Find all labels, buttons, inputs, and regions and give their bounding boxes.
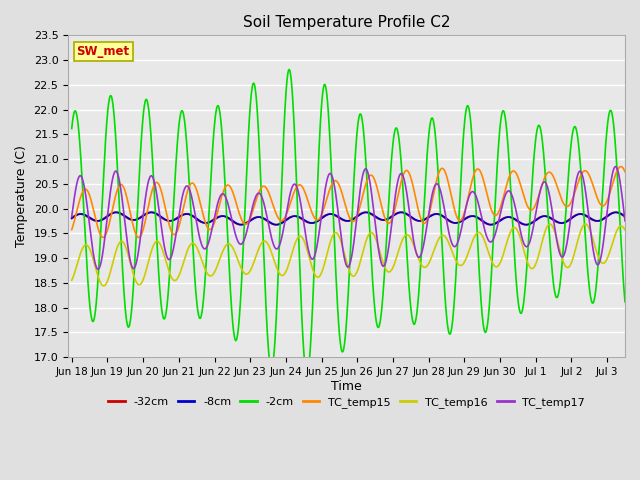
Y-axis label: Temperature (C): Temperature (C) — [15, 145, 28, 247]
Title: Soil Temperature Profile C2: Soil Temperature Profile C2 — [243, 15, 451, 30]
X-axis label: Time: Time — [332, 380, 362, 393]
Text: SW_met: SW_met — [77, 45, 130, 58]
Legend: -32cm, -8cm, -2cm, TC_temp15, TC_temp16, TC_temp17: -32cm, -8cm, -2cm, TC_temp15, TC_temp16,… — [104, 393, 589, 413]
